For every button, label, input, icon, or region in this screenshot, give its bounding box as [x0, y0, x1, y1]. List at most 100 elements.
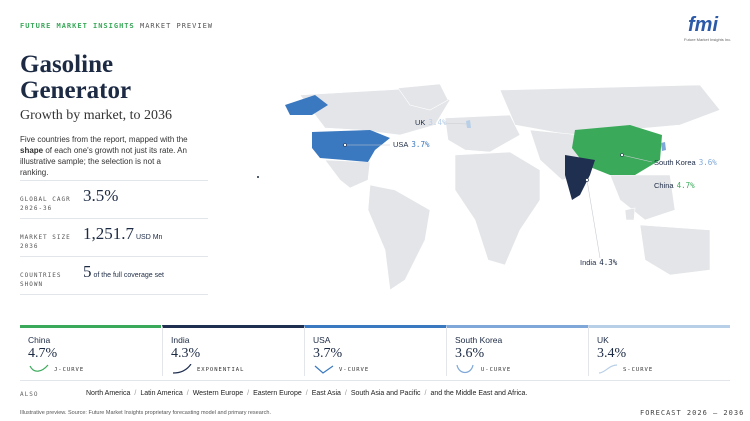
region-separator: / [186, 390, 189, 397]
curve-icon [29, 364, 49, 372]
section: MARKET PREVIEW [140, 22, 214, 30]
divider [20, 380, 730, 381]
stat-number: 5 [83, 262, 92, 281]
title-line: Generator [20, 77, 132, 104]
regions: North America / Latin America / Western Euro… [86, 390, 527, 397]
region: East Asia [311, 390, 341, 397]
stat-value: 5 of the full coverage set [83, 262, 164, 282]
region: Eastern Europe [253, 390, 302, 397]
stat-rule [20, 294, 208, 295]
land [299, 83, 721, 291]
region: Latin America [140, 390, 183, 397]
card-value: 3.4% [597, 346, 627, 361]
emphasis: shape [20, 146, 44, 155]
india-shape [565, 155, 595, 200]
curve [314, 365, 334, 374]
market-card: India 4.3% EXPONENTIAL [162, 325, 304, 376]
card-value: 3.6% [455, 346, 485, 361]
map-label-name: UK [415, 118, 426, 127]
stat-label: GLOBAL CAGR 2026-36 [20, 196, 71, 212]
card-name: USA [313, 335, 331, 345]
map-label-value: 3.6% [698, 158, 717, 167]
stat-label: COUNTRIES SHOWN [20, 272, 62, 288]
market-card: South Korea 3.6% U-CURVE [446, 325, 588, 376]
stat-row: MARKET SIZE 2036 1,251.7 USD Mn [20, 218, 208, 256]
card-curve: S-CURVE [623, 367, 654, 373]
card-curve: U-CURVE [481, 367, 512, 373]
map-label-value: 3.4% [428, 118, 447, 127]
curve [456, 364, 474, 374]
card-value: 4.7% [28, 346, 58, 361]
map-label: India 4.3% [580, 258, 617, 267]
region-separator: / [424, 390, 427, 397]
map-label-name: South Korea [654, 158, 696, 167]
card-name: China [28, 335, 51, 345]
market-card: UK 3.4% S-CURVE [588, 325, 730, 376]
separator: · [128, 22, 133, 30]
region-separator: / [134, 390, 137, 397]
stat-value: 1,251.7 USD Mn [83, 224, 162, 244]
text: Five countries from the report, mapped w… [20, 135, 188, 144]
curve [172, 364, 192, 374]
market-card: USA 3.7% V-CURVE [304, 325, 446, 376]
map-label-value: 3.7% [411, 140, 430, 149]
map-label: USA 3.7% [393, 140, 429, 149]
map-label-name: India [580, 258, 597, 267]
logo: fmi [688, 14, 718, 36]
also-label: ALSO [20, 391, 39, 398]
brand: FUTURE MARKET INSIGHTS [20, 22, 135, 30]
stat-number: 1,251.7 [83, 224, 134, 243]
stat-row: GLOBAL CAGR 2026-36 3.5% [20, 180, 208, 218]
map-label-name: China [654, 181, 674, 190]
region: South Asia and Pacific [350, 390, 421, 397]
description: Five countries from the report, mapped w… [20, 134, 190, 178]
title: Gasoline Generator [20, 52, 131, 104]
card-value: 3.7% [313, 346, 343, 361]
region-separator: / [247, 390, 250, 397]
map-label: China 4.7% [654, 181, 695, 190]
card-curve: V-CURVE [339, 367, 370, 373]
region: North America [86, 390, 131, 397]
card-name: South Korea [455, 335, 503, 345]
logo-sub: Future Market Insights Inc. [684, 37, 732, 42]
market-card: China 4.7% J-CURVE [20, 325, 161, 376]
map [257, 83, 721, 291]
stat-row: COUNTRIES SHOWN 5 of the full coverage set [20, 256, 208, 294]
map-label: UK 3.4% [415, 118, 446, 127]
curve-icon [598, 364, 618, 374]
curve-icon [456, 364, 474, 374]
alaska [285, 95, 328, 115]
stat-number: 3.5% [83, 186, 119, 205]
curve-icon [172, 364, 192, 374]
region-separator: / [305, 390, 308, 397]
south-korea-shape [661, 142, 666, 151]
map-label: South Korea 3.6% [654, 158, 717, 167]
leaders [345, 122, 653, 259]
china-shape [572, 125, 662, 175]
stat-value: 3.5% [83, 186, 118, 206]
map-label-name: USA [393, 140, 409, 149]
uk-shape [466, 120, 471, 128]
curve [29, 364, 49, 372]
title-line: Gasoline [20, 51, 114, 78]
curve-icon [314, 365, 334, 374]
forecast: FORECAST 2026 – 2036 [640, 409, 745, 417]
stat-unit: of the full coverage set [93, 272, 164, 279]
region: and the Middle East and Africa. [430, 390, 528, 397]
region: Western Europe [192, 390, 244, 397]
text: of each one's growth not just its rate. … [20, 146, 187, 177]
card-curve: EXPONENTIAL [197, 367, 245, 373]
card-name: India [171, 335, 190, 345]
stat-label: MARKET SIZE 2036 [20, 234, 71, 250]
curve [598, 364, 618, 374]
card-value: 4.3% [171, 346, 201, 361]
source: Illustrative preview. Source: Future Mar… [20, 410, 271, 416]
stat-unit: USD Mn [136, 234, 163, 241]
map-label-value: 4.3% [599, 258, 618, 267]
region-separator: / [344, 390, 347, 397]
usa-shape [312, 130, 390, 162]
subtitle: Growth by market, to 2036 [20, 108, 173, 123]
map-label-value: 4.7% [676, 181, 695, 190]
card-name: UK [597, 335, 609, 345]
